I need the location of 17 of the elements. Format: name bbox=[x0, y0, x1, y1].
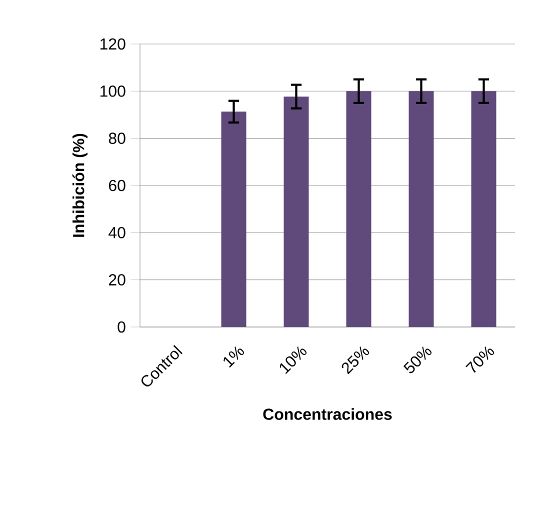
x-tick-label: 50% bbox=[403, 346, 432, 374]
y-tick-label: 60 bbox=[108, 180, 126, 192]
y-tick-label: 40 bbox=[108, 226, 126, 238]
bar bbox=[408, 91, 434, 327]
x-axis-title: Concentraciones bbox=[263, 408, 392, 420]
bar bbox=[346, 91, 372, 327]
y-tick-label: 20 bbox=[108, 274, 126, 286]
x-tick-label: 70% bbox=[466, 346, 494, 373]
y-tick-label: 0 bbox=[118, 321, 126, 333]
y-tick-label: 100 bbox=[100, 85, 126, 97]
bar bbox=[221, 112, 246, 327]
y-axis-title: Inhibición (%) bbox=[72, 134, 88, 237]
y-tick-label: 80 bbox=[108, 132, 126, 144]
y-tick-label: 120 bbox=[100, 38, 126, 50]
bar bbox=[284, 96, 309, 327]
x-tick-label: 1% bbox=[224, 346, 244, 368]
bar bbox=[471, 91, 496, 327]
